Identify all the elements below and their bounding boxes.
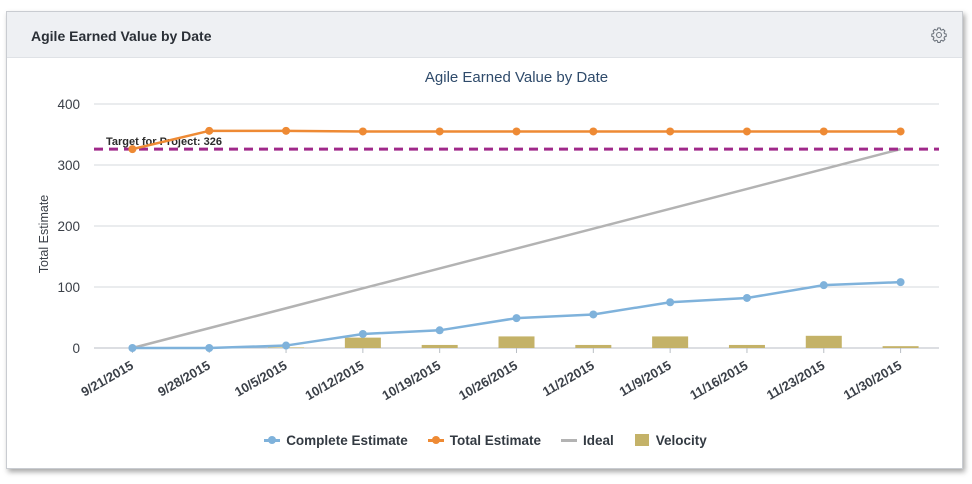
complete-estimate-point <box>666 298 675 307</box>
complete-estimate-point <box>512 314 521 323</box>
x-tick-label: 10/5/2015 <box>232 358 290 400</box>
chart-legend: Complete Estimate Total Estimate Ideal V… <box>7 430 964 450</box>
total-estimate-point <box>282 126 291 135</box>
x-tick-label: 11/2/2015 <box>540 358 597 400</box>
y-axis-label: Total Estimate <box>37 195 51 274</box>
legend-line-dot-icon <box>427 434 444 446</box>
x-tick-label: 11/30/2015 <box>841 358 904 403</box>
x-tick-label: 11/16/2015 <box>687 358 750 403</box>
chart-title: Agile Earned Value by Date <box>425 69 608 86</box>
legend-bar-icon <box>634 434 650 446</box>
y-tick-label: 300 <box>57 158 80 173</box>
total-estimate-point <box>819 127 828 136</box>
velocity-bar <box>728 344 765 348</box>
total-estimate-point <box>896 127 905 136</box>
legend-item-total-estimate[interactable]: Total Estimate <box>427 430 542 450</box>
total-estimate-point <box>358 127 367 136</box>
complete-estimate-point <box>896 278 905 287</box>
legend-item-complete-estimate[interactable]: Complete Estimate <box>264 430 408 450</box>
velocity-bar <box>652 336 689 348</box>
y-tick-label: 200 <box>57 219 80 234</box>
legend-line-dot-icon <box>264 434 281 446</box>
complete-estimate-point <box>435 326 444 335</box>
total-estimate-point <box>589 127 598 136</box>
panel-title: Agile Earned Value by Date <box>31 28 212 44</box>
complete-estimate-point <box>205 344 214 352</box>
panel-header: Agile Earned Value by Date <box>7 12 962 58</box>
x-tick-label: 11/23/2015 <box>764 358 827 403</box>
y-tick-label: 100 <box>57 280 80 295</box>
total-estimate-point <box>435 127 444 136</box>
legend-label: Complete Estimate <box>286 432 408 448</box>
x-tick-label: 9/28/2015 <box>155 358 213 400</box>
total-estimate-point <box>512 127 521 136</box>
legend-label: Total Estimate <box>449 432 542 448</box>
velocity-bar <box>805 335 842 348</box>
legend-item-velocity[interactable]: Velocity <box>634 430 707 450</box>
x-tick-label: 10/12/2015 <box>303 358 367 404</box>
x-tick-label: 9/21/2015 <box>78 358 136 400</box>
x-tick-label: 10/19/2015 <box>379 358 443 404</box>
legend-line-icon <box>561 434 578 446</box>
velocity-bar <box>882 346 919 348</box>
complete-estimate-point <box>589 310 598 319</box>
total-estimate-point <box>742 127 751 136</box>
velocity-bar <box>575 344 612 348</box>
velocity-bar <box>344 337 381 348</box>
gear-icon[interactable] <box>930 26 948 44</box>
chart-area: Agile Earned Value by Date 0 100 200 300 400 T… <box>37 69 939 404</box>
ideal-line <box>132 147 901 350</box>
total-estimate-point <box>666 127 675 136</box>
total-estimate-point <box>205 126 214 135</box>
x-tick-label: 11/9/2015 <box>617 358 674 400</box>
y-tick-label: 0 <box>72 341 80 356</box>
x-tick-label: 10/26/2015 <box>456 358 520 404</box>
legend-label: Velocity <box>655 432 707 448</box>
complete-estimate-point <box>742 293 751 302</box>
total-estimate-point <box>128 145 137 154</box>
y-tick-label: 400 <box>57 97 80 112</box>
legend-item-ideal[interactable]: Ideal <box>561 430 614 450</box>
complete-estimate-point <box>128 344 137 352</box>
complete-estimate-point <box>358 329 367 338</box>
complete-estimate-point <box>819 281 828 290</box>
velocity-bar <box>421 344 458 348</box>
chart-panel: Agile Earned Value by Date Agile Earned … <box>6 11 963 469</box>
complete-estimate-point <box>282 341 291 350</box>
legend-label: Ideal <box>583 432 614 448</box>
velocity-bar <box>498 336 535 348</box>
